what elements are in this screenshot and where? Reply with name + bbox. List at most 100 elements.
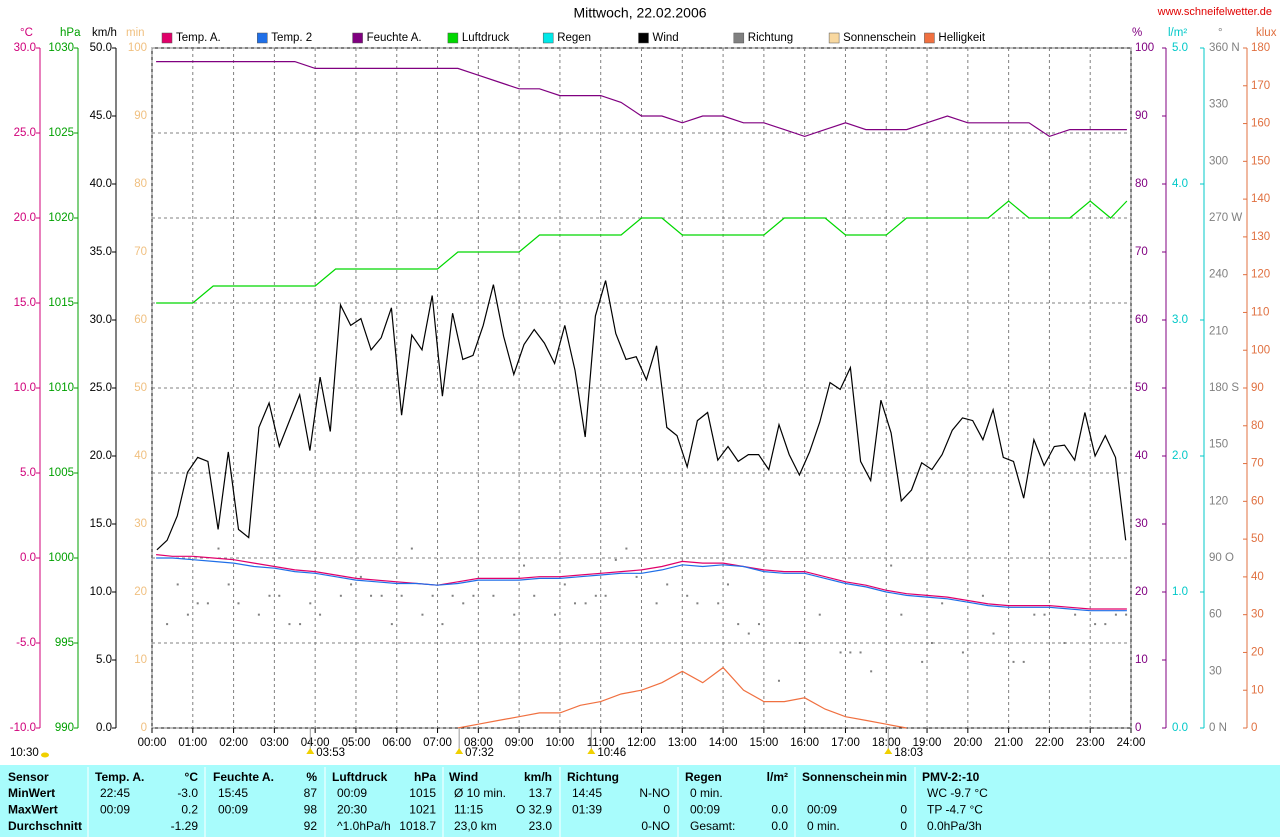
direction-dot	[390, 623, 393, 626]
legend-label: Regen	[557, 32, 591, 44]
direction-dot	[350, 583, 353, 586]
table-header: Wind	[449, 770, 478, 784]
axis-tick-label: 50	[134, 382, 147, 394]
table-cell: 0.0	[771, 819, 788, 833]
direction-dot	[166, 623, 169, 626]
x-tick-label: 11:00	[587, 737, 615, 749]
source-link[interactable]: www.schneifelwetter.de	[1157, 6, 1272, 18]
table-cell: 00:09	[337, 786, 367, 800]
axis-tick-label: 110	[1251, 306, 1269, 318]
table-header: Temp. A.	[95, 770, 144, 784]
axis-tick-label: 40	[134, 450, 147, 462]
axis-unit: km/h	[92, 27, 117, 39]
x-tick-label: 21:00	[994, 737, 1023, 749]
axis-tick-label: 1025	[48, 127, 74, 139]
axis-tick-label: 180 S	[1209, 382, 1239, 394]
x-tick-label: 18:00	[872, 737, 901, 749]
direction-dot	[533, 594, 536, 597]
direction-dot	[777, 679, 780, 682]
series-line	[156, 557, 1127, 612]
axis-tick-label: 240	[1209, 269, 1228, 281]
table-header: Feuchte A.	[213, 770, 274, 784]
direction-dot	[870, 670, 873, 673]
axis-tick-label: 90 O	[1209, 552, 1234, 564]
table-cell: N-NO	[639, 786, 670, 800]
marker-icon	[306, 748, 315, 754]
axis-tick-label: 100	[1251, 344, 1270, 356]
table-cell: 00:09	[807, 803, 837, 817]
direction-dot	[655, 602, 658, 605]
axis-tick-label: 10.0	[14, 382, 36, 394]
axis-tick-label: 0.0	[96, 722, 112, 734]
table-header-unit: min	[886, 770, 907, 784]
table-header: Sonnenschein	[802, 770, 884, 784]
axis-tick-label: 60	[1251, 495, 1264, 507]
direction-dot	[268, 594, 271, 597]
table-cell: -1.29	[171, 819, 199, 833]
x-tick-label: 15:00	[749, 737, 778, 749]
table-header-unit: km/h	[524, 770, 552, 784]
marker-label: 10:46	[597, 747, 626, 759]
axis-tick-label: 3.0	[1172, 314, 1188, 326]
marker-icon	[455, 748, 464, 754]
x-tick-label: 02:00	[219, 737, 248, 749]
legend-label: Temp. A.	[176, 32, 221, 44]
axis-tick-label: 120	[1209, 495, 1228, 507]
axis-tick-label: 25.0	[14, 127, 36, 139]
axis-tick-label: 20.0	[14, 212, 36, 224]
x-tick-label: 10:00	[546, 737, 575, 749]
marker-icon	[587, 748, 596, 754]
table-cell: Gesamt:	[690, 819, 735, 833]
axis-tick-label: 30.0	[90, 314, 112, 326]
axis-tick-label: 0 N	[1209, 722, 1227, 734]
table-header-unit: l/m²	[767, 770, 788, 784]
direction-dot	[278, 594, 281, 597]
x-tick-label: 23:00	[1076, 737, 1105, 749]
table-cell: 11:15	[454, 803, 483, 817]
direction-dot	[614, 558, 617, 561]
direction-dot	[757, 623, 760, 626]
legend-swatch	[257, 32, 268, 44]
axis-tick-label: 10	[134, 654, 147, 666]
axis-tick-label: 30	[1251, 609, 1264, 621]
axis-tick-label: 0.0	[1172, 722, 1188, 734]
table-cell: O 32.9	[516, 803, 552, 817]
axis-tick-label: 1010	[48, 382, 74, 394]
x-tick-label: 04:00	[301, 737, 330, 749]
x-tick-label: 14:00	[709, 737, 738, 749]
legend-swatch	[447, 32, 459, 44]
axis-tick-label: 170	[1251, 80, 1270, 92]
axis-tick-label: 5.0	[1172, 42, 1188, 54]
axis-tick-label: 15.0	[90, 518, 112, 530]
direction-dot	[472, 594, 475, 597]
axis-unit: %	[1132, 27, 1142, 39]
axis-tick-label: 1020	[48, 212, 74, 224]
legend-label: Helligkeit	[938, 32, 985, 44]
direction-dot	[1125, 613, 1128, 616]
table-header: Regen	[685, 770, 722, 784]
axis-tick-label: 300	[1209, 155, 1228, 167]
axis-tick-label: 20.0	[90, 450, 112, 462]
marker-icon	[884, 748, 893, 754]
table-row-label: MaxWert	[8, 803, 58, 817]
axis-tick-label: 50.0	[90, 42, 112, 54]
direction-dot	[441, 623, 444, 626]
axis-tick-label: 60	[1135, 314, 1148, 326]
table-cell: -3.0	[177, 786, 198, 800]
table-header: Luftdruck	[332, 770, 388, 784]
legend-swatch	[638, 32, 649, 44]
direction-dot	[1033, 613, 1036, 616]
direction-dot	[961, 651, 964, 654]
table-cell: 0-NO	[641, 819, 670, 833]
legend-swatch	[828, 32, 840, 44]
direction-dot	[1022, 660, 1025, 663]
direction-dot	[196, 602, 199, 605]
direction-dot	[686, 594, 689, 597]
axis-tick-label: 45.0	[90, 110, 112, 122]
direction-dot	[523, 564, 526, 567]
axis-tick-label: 100	[128, 42, 147, 54]
direction-dot	[513, 613, 516, 616]
axis-tick-label: 90	[134, 110, 147, 122]
axis-tick-label: 80	[1135, 178, 1148, 190]
direction-dot	[839, 651, 842, 654]
